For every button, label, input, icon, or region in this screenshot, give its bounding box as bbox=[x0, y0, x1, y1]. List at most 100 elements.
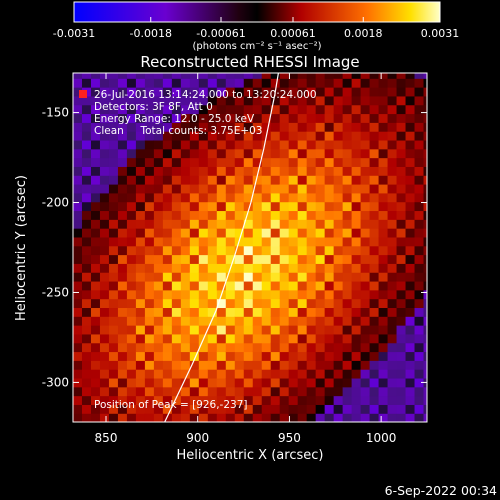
heatmap-cell bbox=[324, 175, 335, 185]
heatmap-cell bbox=[261, 377, 272, 388]
heatmap-cell bbox=[279, 192, 290, 203]
heatmap-cell bbox=[243, 210, 254, 220]
heatmap-cell bbox=[144, 298, 155, 309]
heatmap-cell bbox=[333, 307, 344, 317]
heatmap-cell bbox=[360, 157, 371, 167]
heatmap-cell bbox=[180, 386, 191, 397]
heatmap-cell bbox=[360, 342, 371, 353]
heatmap-cell bbox=[144, 369, 155, 379]
heatmap-cell bbox=[378, 122, 389, 132]
heatmap-cell bbox=[378, 245, 389, 256]
heatmap-cell bbox=[306, 404, 317, 414]
heatmap-cell bbox=[360, 280, 371, 291]
heatmap-cell bbox=[234, 307, 245, 317]
heatmap-cell bbox=[261, 113, 272, 123]
heatmap-cell bbox=[99, 254, 110, 264]
heatmap-cell bbox=[162, 404, 173, 414]
heatmap-cell bbox=[207, 78, 218, 88]
heatmap-cell bbox=[162, 228, 173, 238]
heatmap-cell bbox=[171, 333, 182, 344]
heatmap-cell bbox=[252, 192, 263, 203]
heatmap-cell bbox=[99, 78, 110, 88]
heatmap-cell bbox=[225, 228, 236, 238]
heatmap-cell bbox=[423, 298, 427, 309]
heatmap-cell bbox=[405, 333, 416, 344]
heatmap-cell bbox=[234, 175, 245, 185]
heatmap-cell bbox=[243, 307, 254, 317]
heatmap-cell bbox=[73, 333, 83, 344]
heatmap-cell bbox=[117, 245, 128, 256]
heatmap-cell bbox=[73, 325, 83, 335]
heatmap-cell bbox=[234, 183, 245, 194]
heatmap-cell bbox=[198, 148, 209, 159]
heatmap-cell bbox=[423, 139, 427, 150]
heatmap-cell bbox=[261, 272, 272, 282]
heatmap-cell bbox=[288, 73, 299, 79]
heatmap-cell bbox=[144, 166, 155, 176]
heatmap-cell bbox=[414, 360, 425, 370]
heatmap-cell bbox=[73, 113, 83, 123]
heatmap-cell bbox=[225, 413, 236, 422]
heatmap-cell bbox=[171, 360, 182, 370]
heatmap-cell bbox=[207, 342, 218, 353]
heatmap-cell bbox=[198, 272, 209, 282]
heatmap-cell bbox=[297, 307, 308, 317]
heatmap-cell bbox=[243, 263, 254, 273]
heatmap-cell bbox=[342, 254, 353, 264]
heatmap-cell bbox=[396, 122, 407, 132]
heatmap-cell bbox=[315, 148, 326, 159]
heatmap-cell bbox=[405, 228, 416, 238]
heatmap-cell bbox=[324, 316, 335, 326]
heatmap-cell bbox=[414, 236, 425, 247]
heatmap-cell bbox=[81, 131, 92, 141]
heatmap-cell bbox=[324, 263, 335, 273]
heatmap-cell bbox=[135, 377, 146, 388]
heatmap-cell bbox=[135, 272, 146, 282]
heatmap-cell bbox=[243, 148, 254, 159]
heatmap-cell bbox=[117, 95, 128, 106]
heatmap-cell bbox=[378, 254, 389, 264]
heatmap-cell bbox=[216, 342, 227, 353]
heatmap-cell bbox=[216, 192, 227, 203]
heatmap-cell bbox=[117, 228, 128, 238]
heatmap-cell bbox=[243, 95, 254, 106]
heatmap-cell bbox=[126, 157, 137, 167]
x-tick-label: 1000 bbox=[366, 431, 397, 445]
heatmap-cell bbox=[234, 413, 245, 422]
heatmap-cell bbox=[414, 333, 425, 344]
heatmap-cell bbox=[144, 87, 155, 97]
heatmap-cell bbox=[252, 325, 263, 335]
heatmap-cell bbox=[342, 228, 353, 238]
heatmap-cell bbox=[153, 413, 164, 422]
heatmap-cell bbox=[387, 95, 398, 106]
heatmap-cell bbox=[369, 236, 380, 247]
heatmap-cell bbox=[306, 386, 317, 397]
heatmap-cell bbox=[207, 104, 218, 115]
heatmap-cell bbox=[153, 183, 164, 194]
heatmap-cell bbox=[180, 175, 191, 185]
heatmap-cell bbox=[378, 131, 389, 141]
heatmap-cell bbox=[189, 333, 200, 344]
heatmap-cell bbox=[306, 166, 317, 176]
heatmap-cell bbox=[198, 307, 209, 317]
heatmap-cell bbox=[261, 386, 272, 397]
heatmap-cell bbox=[279, 395, 290, 405]
heatmap-cell bbox=[360, 254, 371, 264]
heatmap-cell bbox=[306, 351, 317, 361]
heatmap-cell bbox=[387, 192, 398, 203]
heatmap-cell bbox=[297, 201, 308, 212]
heatmap-cell bbox=[126, 219, 137, 229]
heatmap-cell bbox=[306, 183, 317, 194]
heatmap-cell bbox=[387, 175, 398, 185]
heatmap-cell bbox=[306, 263, 317, 273]
heatmap-cell bbox=[414, 166, 425, 176]
heatmap-cell bbox=[270, 386, 281, 397]
heatmap-cell bbox=[279, 377, 290, 388]
heatmap-cell bbox=[189, 210, 200, 220]
heatmap-cell bbox=[288, 122, 299, 132]
heatmap-cell bbox=[252, 131, 263, 141]
heatmap-cell bbox=[198, 404, 209, 414]
heatmap-cell bbox=[252, 78, 263, 88]
heatmap-cell bbox=[162, 325, 173, 335]
heatmap-cell bbox=[198, 131, 209, 141]
